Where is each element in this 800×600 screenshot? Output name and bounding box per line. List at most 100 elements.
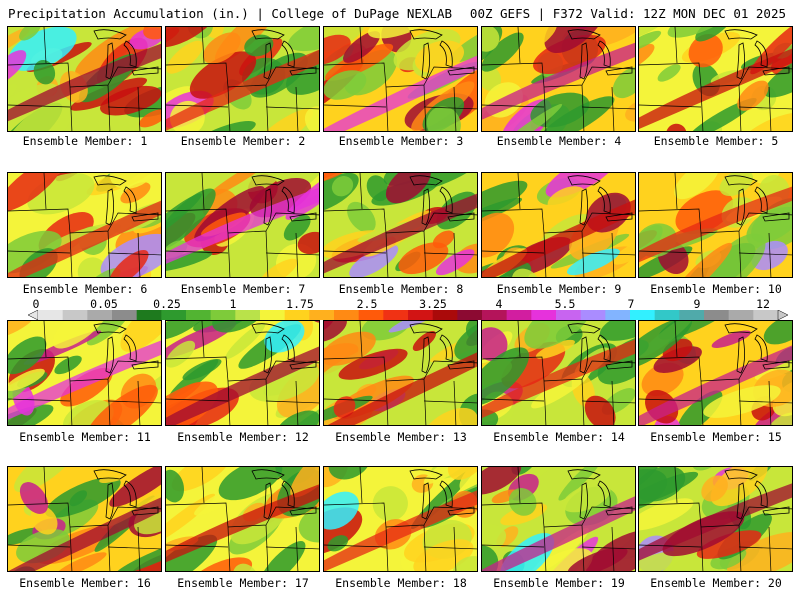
colorbar-min-arrow (28, 310, 39, 320)
great-lakes-outline (567, 29, 633, 80)
ensemble-member-label: Ensemble Member: 2 (180, 134, 306, 148)
state-borders (482, 27, 635, 131)
ensemble-member-map (323, 320, 478, 426)
ensemble-member-label: Ensemble Member: 20 (650, 576, 782, 590)
colorbar-swatch (432, 310, 458, 320)
colorbar-swatch (753, 310, 779, 320)
precipitation-field (166, 27, 319, 131)
ensemble-member-label: Ensemble Member: 15 (650, 430, 782, 444)
state-borders (324, 173, 477, 277)
precipitation-field (166, 467, 319, 571)
precipitation-field (639, 321, 792, 425)
ensemble-member-label: Ensemble Member: 18 (335, 576, 467, 590)
ensemble-member-map (323, 172, 478, 278)
ensemble-member-label: Ensemble Member: 11 (19, 430, 151, 444)
colorbar-swatch (408, 310, 433, 320)
state-borders (8, 467, 161, 571)
colorbar-swatch (556, 310, 581, 320)
colorbar-max-arrow (777, 310, 788, 320)
great-lakes-outline (724, 175, 790, 226)
state-borders (482, 173, 635, 277)
colorbar-swatch (358, 310, 384, 320)
state-borders (482, 321, 635, 425)
colorbar-swatch (235, 310, 261, 320)
ensemble-member-map (481, 320, 636, 426)
great-lakes-outline (724, 469, 790, 520)
colorbar-tick-label: 9 (693, 297, 701, 311)
colorbar-tick-label: 0.25 (153, 297, 181, 311)
precipitation-field (8, 467, 161, 571)
colorbar-swatch (704, 310, 729, 320)
ensemble-member-label: Ensemble Member: 5 (653, 134, 779, 148)
colorbar-tick-label: 12 (756, 297, 770, 311)
precipitation-field (324, 467, 477, 571)
colorbar-swatch (87, 310, 113, 320)
ensemble-member-label: Ensemble Member: 10 (650, 282, 782, 296)
colorbar-swatch (112, 310, 137, 320)
ensemble-member-map (7, 466, 162, 572)
great-lakes-outline (93, 29, 159, 80)
ensemble-member-map (165, 466, 320, 572)
colorbar-tick-label: 4 (495, 297, 503, 311)
ensemble-member-map (7, 172, 162, 278)
precipitation-field (639, 467, 792, 571)
ensemble-member-label: Ensemble Member: 8 (338, 282, 464, 296)
precipitation-colorbar (28, 310, 788, 320)
ensemble-member-map (323, 466, 478, 572)
ensemble-member-label: Ensemble Member: 14 (493, 430, 625, 444)
ensemble-member-map (638, 466, 793, 572)
great-lakes-outline (93, 469, 159, 520)
colorbar-swatch (38, 310, 63, 320)
colorbar-swatch (531, 310, 557, 320)
colorbar-swatch (210, 310, 236, 320)
ensemble-member-label: Ensemble Member: 13 (335, 430, 467, 444)
great-lakes-outline (567, 469, 633, 520)
precipitation-field (482, 173, 635, 277)
colorbar-swatch (654, 310, 680, 320)
great-lakes-outline (724, 29, 790, 80)
state-borders (639, 173, 792, 277)
colorbar-swatch (580, 310, 606, 320)
great-lakes-outline (567, 323, 633, 374)
precipitation-field (482, 321, 635, 425)
colorbar-tick-label: 0 (32, 297, 40, 311)
state-borders (639, 321, 792, 425)
colorbar-swatch (334, 310, 359, 320)
state-borders (8, 27, 161, 131)
ensemble-member-label: Ensemble Member: 9 (496, 282, 622, 296)
valid-time-label: 00Z GEFS | F372 Valid: 12Z MON DEC 01 20… (469, 6, 786, 21)
great-lakes-outline (409, 323, 475, 374)
colorbar-tick-label: 5.5 (554, 297, 576, 311)
ensemble-member-map (638, 320, 793, 426)
great-lakes-outline (93, 175, 159, 226)
ensemble-member-map (638, 172, 793, 278)
colorbar-swatch (309, 310, 335, 320)
precipitation-field (324, 321, 477, 425)
precipitation-field (166, 173, 319, 277)
colorbar-swatch (679, 310, 705, 320)
great-lakes-outline (724, 323, 790, 374)
state-borders (482, 467, 635, 571)
state-borders (166, 321, 319, 425)
precipitation-field (8, 321, 161, 425)
precipitation-field (639, 27, 792, 131)
ensemble-member-map (323, 26, 478, 132)
precipitation-field (482, 27, 635, 131)
colorbar-swatch (260, 310, 285, 320)
colorbar-tick-label: 1 (229, 297, 237, 311)
state-borders (639, 27, 792, 131)
ensemble-member-map (481, 466, 636, 572)
colorbar-swatch (284, 310, 310, 320)
precipitation-field (639, 173, 792, 277)
colorbar-tick-label: 7 (627, 297, 635, 311)
colorbar-tick-label: 1.75 (286, 297, 314, 311)
ensemble-member-map (165, 320, 320, 426)
state-borders (8, 321, 161, 425)
ensemble-member-map (638, 26, 793, 132)
state-borders (166, 467, 319, 571)
colorbar-tick-label: 3.25 (419, 297, 447, 311)
great-lakes-outline (251, 323, 317, 374)
colorbar-swatch (186, 310, 211, 320)
colorbar-swatch (728, 310, 754, 320)
great-lakes-outline (251, 469, 317, 520)
